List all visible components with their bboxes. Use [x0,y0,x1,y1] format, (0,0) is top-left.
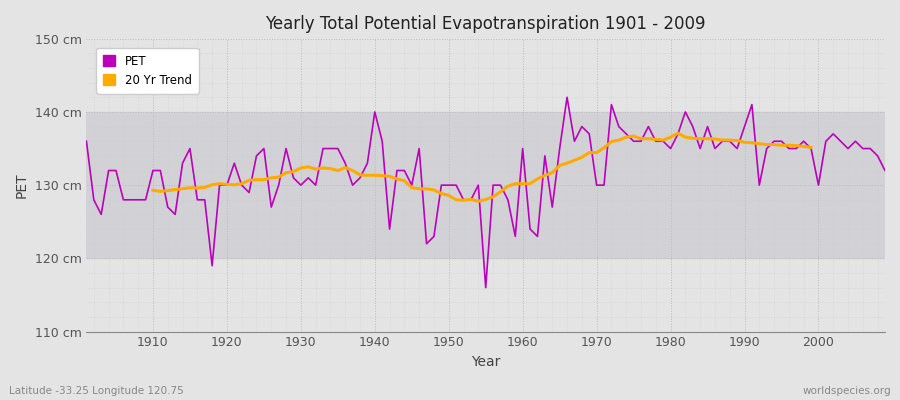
Y-axis label: PET: PET [15,172,29,198]
Legend: PET, 20 Yr Trend: PET, 20 Yr Trend [96,48,199,94]
Text: worldspecies.org: worldspecies.org [803,386,891,396]
X-axis label: Year: Year [471,355,500,369]
Text: Latitude -33.25 Longitude 120.75: Latitude -33.25 Longitude 120.75 [9,386,184,396]
Bar [86,112,885,258]
Title: Yearly Total Potential Evapotranspiration 1901 - 2009: Yearly Total Potential Evapotranspiratio… [266,15,706,33]
